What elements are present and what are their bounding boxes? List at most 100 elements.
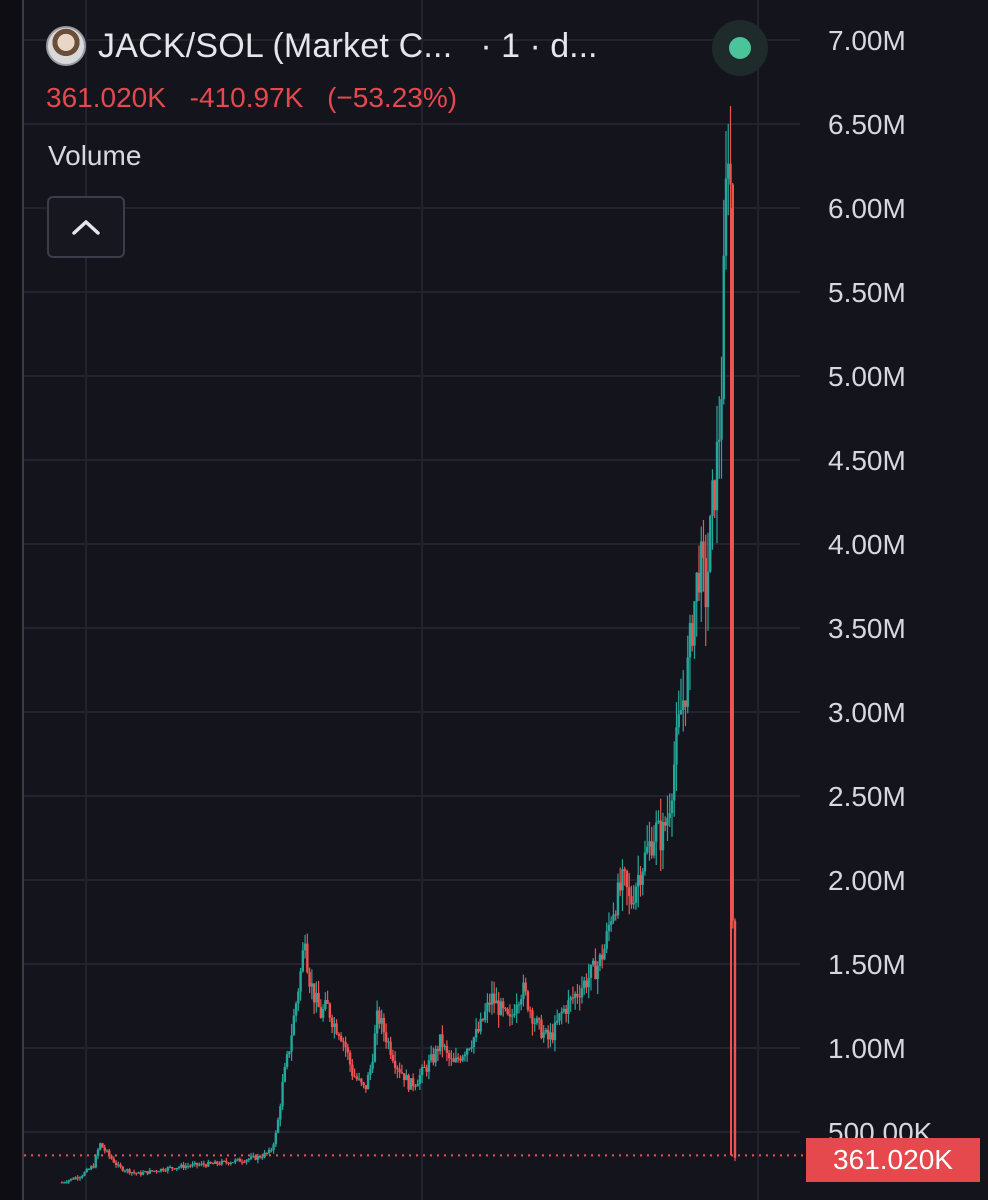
candle-body [576, 993, 579, 997]
candle-body [326, 1000, 329, 1004]
candle-body [198, 1164, 201, 1166]
candle-body [479, 1018, 482, 1032]
y-tick-label: 6.00M [828, 193, 906, 224]
candle-body [141, 1172, 145, 1175]
candle-body [360, 1078, 363, 1083]
candle-body [443, 1045, 446, 1047]
candle-body [346, 1047, 350, 1053]
candle-body [364, 1085, 368, 1090]
candle-body [263, 1152, 266, 1158]
candle-body [96, 1149, 100, 1156]
candle-body [315, 992, 318, 1003]
candle-body [551, 1032, 554, 1041]
candle-body [139, 1172, 142, 1175]
candle-body [733, 920, 737, 1159]
candle-body [544, 1029, 548, 1033]
candle-body [256, 1155, 260, 1160]
candle-body [704, 557, 707, 608]
candle-body [416, 1083, 419, 1087]
candle-body [643, 852, 647, 872]
candle-body [186, 1165, 190, 1167]
candle-body [481, 1018, 485, 1021]
candle-body [646, 846, 649, 853]
candle-body [429, 1054, 433, 1061]
candle-body [438, 1034, 442, 1052]
candle-body [598, 954, 602, 966]
candle-body [677, 714, 680, 728]
candle-body [371, 1061, 374, 1069]
candle-body [573, 993, 577, 999]
symbol-header[interactable]: JACK/SOL (Market C... · 1 · d... [46, 24, 597, 68]
candle-body [594, 960, 597, 980]
candle-body [290, 1035, 293, 1052]
interval-label[interactable]: · 1 · d... [480, 26, 598, 65]
candle-body [348, 1052, 352, 1065]
candle-layer [24, 106, 806, 1184]
candle-body [382, 1017, 386, 1033]
symbol-title[interactable]: JACK/SOL (Market C... [98, 26, 453, 65]
candle-body [535, 1018, 539, 1024]
volume-label: Volume [48, 140, 142, 171]
candle-body [510, 1015, 514, 1017]
candle-body [488, 1002, 491, 1005]
candle-body [436, 1048, 440, 1052]
candle-body [504, 1008, 507, 1010]
candle-body [673, 764, 676, 801]
candle-body [711, 480, 714, 517]
candle-body [137, 1172, 140, 1174]
candle-body [522, 982, 525, 1000]
candle-body [562, 1008, 566, 1012]
y-tick-label: 4.50M [828, 445, 906, 476]
candle-body [74, 1177, 77, 1180]
candle-body [114, 1162, 118, 1166]
candle-body [425, 1067, 428, 1072]
candle-body [578, 996, 581, 998]
candle-body [281, 1081, 284, 1107]
user-avatar-icon [46, 26, 86, 66]
candle-body [81, 1175, 84, 1178]
candle-body [679, 710, 683, 715]
candle-body [103, 1147, 106, 1151]
live-status-indicator[interactable] [712, 20, 768, 76]
candle-body [204, 1164, 208, 1167]
y-tick-label: 2.50M [828, 781, 906, 812]
candle-body [686, 657, 689, 707]
candle-body [121, 1166, 124, 1171]
candle-body [411, 1078, 415, 1087]
candle-body [117, 1164, 120, 1166]
candle-body [378, 1010, 381, 1024]
candle-body [168, 1167, 172, 1169]
collapse-button[interactable] [47, 196, 125, 258]
candle-body [632, 902, 635, 905]
candle-body [722, 255, 725, 400]
candle-body [333, 1023, 336, 1028]
candle-body [655, 822, 658, 842]
candle-body [659, 820, 662, 851]
candle-body [564, 1008, 568, 1014]
candle-body [72, 1178, 75, 1180]
candle-body [177, 1167, 181, 1169]
candle-body [664, 822, 667, 826]
candle-body [447, 1052, 451, 1059]
candle-body [625, 870, 629, 888]
candle-body [274, 1132, 278, 1145]
candle-body [630, 896, 633, 905]
candle-body [614, 914, 617, 916]
candle-body [200, 1163, 203, 1165]
candle-body [555, 1020, 559, 1023]
candle-body [105, 1150, 109, 1152]
candle-body [463, 1054, 467, 1057]
candle-body [605, 931, 608, 949]
candle-body [162, 1168, 165, 1171]
candle-body [261, 1157, 264, 1159]
candle-body [519, 999, 523, 1005]
candle-body [76, 1177, 79, 1179]
candle-body [303, 943, 307, 951]
candle-body [384, 1032, 388, 1043]
last-price: 361.020K [46, 82, 166, 113]
chevron-up-icon [72, 220, 100, 235]
candle-body [65, 1182, 68, 1184]
candle-body [569, 997, 572, 1001]
candle-body [193, 1162, 196, 1165]
